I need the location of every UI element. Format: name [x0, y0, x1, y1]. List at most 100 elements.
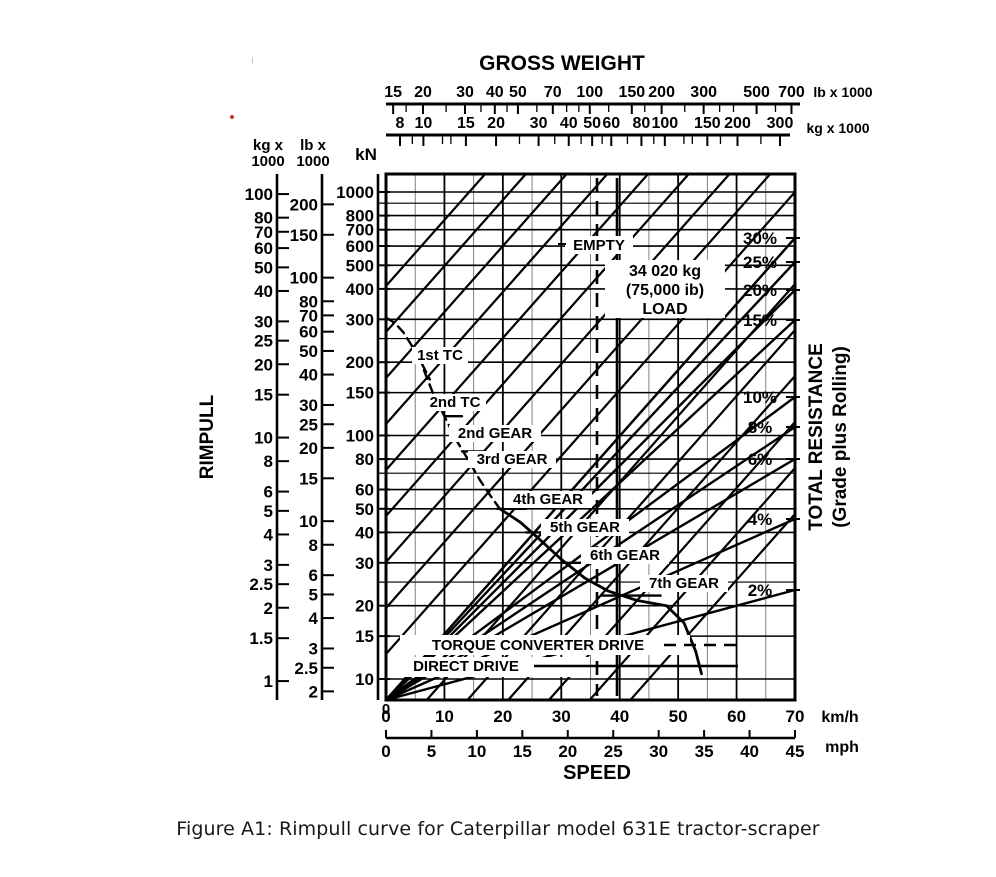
kg-scale-label: 80: [633, 115, 651, 132]
gross-weight-title: GROSS WEIGHT: [479, 52, 645, 75]
curve-2nd-tc: [422, 369, 502, 510]
kg-rimpull-tick-label: 4: [264, 525, 274, 544]
kg-scale-label: 30: [530, 115, 548, 132]
mph-tick-label: 10: [467, 742, 486, 761]
kn-tick-label: 200: [346, 353, 374, 372]
label-backdrop: [468, 451, 556, 468]
kmh-tick-label: 40: [610, 707, 629, 726]
label-backdrop: [581, 547, 669, 564]
load-word-label: LOAD: [642, 301, 687, 318]
lb-rimpull-tick-label: 50: [299, 342, 318, 361]
curve-label-6th-gear: 6th GEAR: [590, 547, 660, 564]
resistance-label-20: 20%: [743, 281, 777, 300]
kg-rimpull-tick-label: 40: [254, 282, 273, 301]
lb-rimpull-tick-label: 20: [299, 439, 318, 458]
resistance-label-6: 6%: [748, 450, 773, 469]
plot-border: [384, 172, 797, 702]
label-backdrop: [400, 635, 690, 655]
label-backdrop: [424, 394, 486, 411]
kg-rimpull-tick-label: 3: [264, 556, 273, 575]
lb-rimpull-tick-label: 40: [299, 366, 318, 385]
kn-unit-label: kN: [355, 145, 377, 164]
kg-rimpull-tick-label: 50: [254, 258, 273, 277]
kn-tick-label: 10: [355, 670, 374, 689]
lb-rimpull-tick-label: 15: [299, 469, 318, 488]
kn-tick-label: 80: [355, 450, 374, 469]
kn-tick-label: 1000: [336, 183, 374, 202]
kn-tick-label: 300: [346, 310, 374, 329]
curve-label-2nd-tc: 2nd TC: [430, 394, 481, 411]
total-resistance-title-1: TOTAL RESISTANCE: [806, 343, 827, 531]
lb-scale-label: 30: [456, 84, 474, 101]
mph-tick-label: 0: [381, 742, 390, 761]
total-resistance-title-2: (Grade plus Rolling): [830, 346, 851, 528]
resistance-parallel: [385, 173, 527, 333]
lb-rimpull-tick-label: 100: [290, 269, 318, 288]
legend-label-torque-converter: TORQUE CONVERTER DRIVE: [432, 637, 644, 654]
lb-rimpull-tick-label: 8: [309, 536, 318, 555]
kn-tick-label: 700: [346, 221, 374, 240]
kg-rimpull-tick-label: 10: [254, 429, 273, 448]
kn-tick-label: 800: [346, 207, 374, 226]
kg-rimpull-tick-label: 15: [254, 386, 273, 405]
lb-rimpull-tick-label: 25: [299, 415, 318, 434]
label-backdrop: [565, 236, 633, 254]
lb-rimpull-unit-1: lb x: [300, 137, 326, 154]
kg-rimpull-tick-label: 30: [254, 312, 273, 331]
kg-scale-label: 300: [767, 115, 794, 132]
kg-scale-label: 60: [602, 115, 620, 132]
lb-rimpull-tick-label: 5: [309, 585, 318, 604]
resistance-parallel: [385, 173, 609, 425]
label-backdrop: [504, 491, 592, 508]
kg-scale-label: 8: [396, 115, 405, 132]
kn-tick-label: 60: [355, 481, 374, 500]
kmh-tick-label: 70: [786, 707, 805, 726]
lb-rimpull-tick-label: 6: [309, 566, 318, 585]
resistance-label-25: 25%: [743, 253, 777, 272]
label-backdrop: [605, 260, 725, 318]
label-backdrop: [412, 347, 468, 364]
mph-tick-label: 30: [649, 742, 668, 761]
kg-rimpull-tick-label: 2: [264, 599, 273, 618]
curve-label-7th-gear: 7th GEAR: [649, 575, 719, 592]
lb-rimpull-tick-label: 2.5: [294, 659, 318, 678]
mph-tick-label: 35: [695, 742, 714, 761]
kn-tick-label: 15: [355, 627, 374, 646]
kn-tick-label: 150: [346, 384, 374, 403]
resistance-parallel: [385, 173, 568, 379]
resistance-label-15: 15%: [743, 311, 777, 330]
kg-scale-label: 100: [651, 115, 678, 132]
lb-rimpull-tick-label: 2: [309, 682, 318, 701]
curve-label-5th-gear: 5th GEAR: [550, 519, 620, 536]
lb-rimpull-tick-label: 150: [290, 226, 318, 245]
curve-label-1st-tc: 1st TC: [417, 347, 463, 364]
kg-rimpull-tick-label: 5: [264, 502, 273, 521]
lb-scale-label: 100: [576, 84, 603, 101]
legend-label-direct-drive: DIRECT DRIVE: [413, 658, 519, 675]
figure-caption: Figure A1: Rimpull curve for Caterpillar…: [176, 818, 820, 840]
lb-scale-label: 500: [743, 84, 770, 101]
lb-rimpull-tick-label: 80: [299, 292, 318, 311]
resistance-parallel: [425, 283, 796, 701]
curve-direct-drive-envelope: [498, 507, 703, 676]
mph-tick-label: 25: [604, 742, 623, 761]
kn-tick-label: 400: [346, 280, 374, 299]
kg-scale-label: 150: [694, 115, 721, 132]
kg-rimpull-tick-label: 70: [254, 223, 273, 242]
kg-scale-label: 200: [724, 115, 751, 132]
resistance-label-8: 8%: [748, 418, 773, 437]
lb-scale-label: 200: [648, 84, 675, 101]
resistance-parallel: [385, 191, 796, 655]
speed-axes: 0 10 20 30 40 50 60 70 km/h0 5 10 15 20 25 30 35 40 45 mph…: [381, 707, 859, 784]
lb-scale-label: 40: [486, 84, 504, 101]
kg-scale-label: 20: [487, 115, 505, 132]
kmh-tick-label: 60: [727, 707, 746, 726]
speed-axis-title: SPEED: [563, 762, 631, 784]
kg-rimpull-tick-label: 60: [254, 239, 273, 258]
kmh-tick-label: 20: [493, 707, 512, 726]
kmh-unit-label: km/h: [821, 709, 858, 726]
curve-label-3rd-gear: 3rd GEAR: [477, 451, 548, 468]
